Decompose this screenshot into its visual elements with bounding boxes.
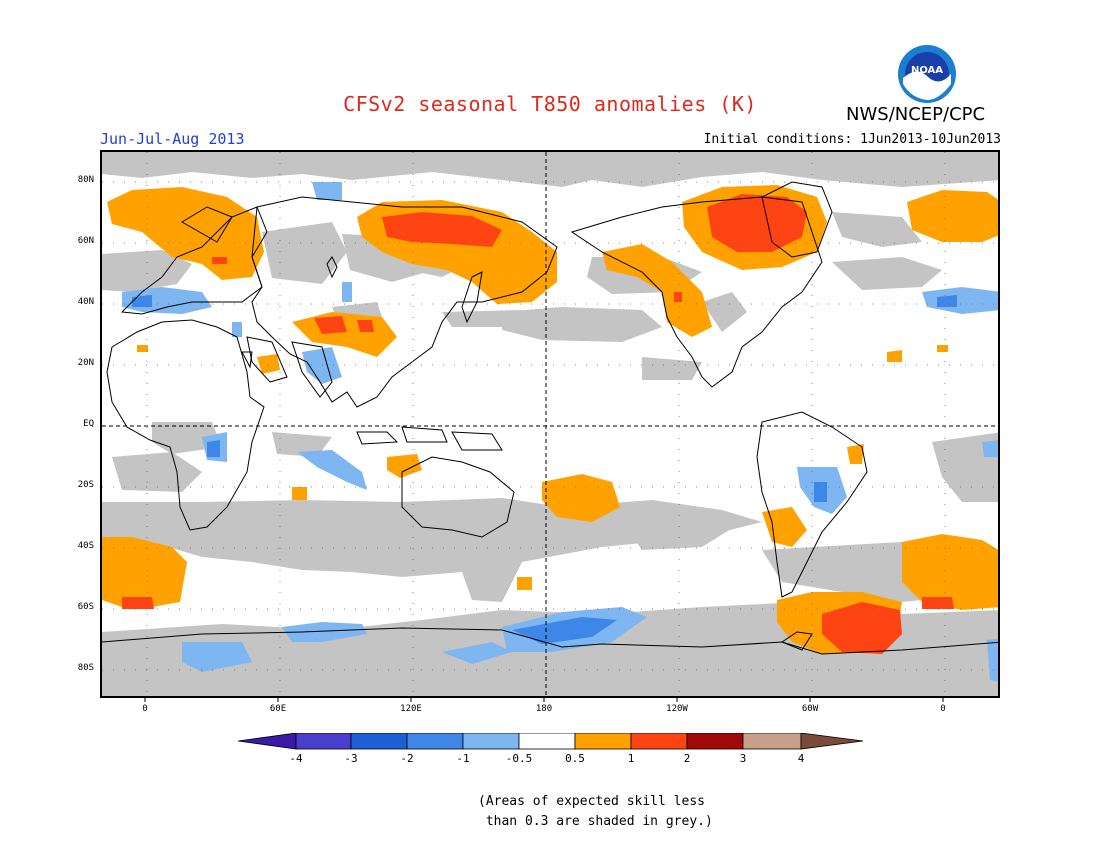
logo-text: NOAA bbox=[911, 65, 943, 76]
colorbar-label: -3 bbox=[344, 752, 358, 765]
lat-label-80s: 80S bbox=[77, 663, 94, 673]
colorbar-label: -1 bbox=[456, 752, 470, 765]
lon-label-60w: 60W bbox=[801, 704, 819, 714]
lon-label-180: 180 bbox=[535, 704, 553, 714]
lon-label-60e: 60E bbox=[269, 704, 287, 714]
lat-label-20n: 20N bbox=[77, 358, 94, 368]
colorbar-label: 0.5 bbox=[565, 752, 585, 765]
lat-label-40n: 40N bbox=[77, 297, 94, 307]
colorbar-bin bbox=[630, 733, 688, 750]
equator-dateline bbox=[102, 152, 998, 696]
lon-label-120e: 120E bbox=[400, 704, 422, 714]
lat-label-60s: 60S bbox=[77, 602, 94, 612]
coastlines bbox=[102, 181, 998, 655]
chart-title: CFSv2 seasonal T850 anomalies (K) bbox=[343, 92, 757, 116]
lon-label-120w: 120W bbox=[666, 704, 688, 714]
lon-label-0-east: 0 bbox=[940, 704, 946, 714]
colorbar-label: 4 bbox=[797, 752, 805, 765]
lat-label-60n: 60N bbox=[77, 236, 94, 246]
colorbar-label: 2 bbox=[683, 752, 691, 765]
colorbar-label: -4 bbox=[289, 752, 303, 765]
season-label: Jun-Jul-Aug 2013 bbox=[100, 130, 245, 148]
lon-label-0: 0 bbox=[142, 704, 148, 714]
colorbar-arrow-left bbox=[238, 733, 297, 750]
colorbar-bin bbox=[686, 733, 744, 750]
colorbar-bin bbox=[295, 733, 352, 750]
noaa-logo: NOAA bbox=[898, 45, 956, 103]
anomaly-map bbox=[100, 150, 1000, 698]
lat-label-20s: 20S bbox=[77, 480, 94, 490]
low-skill-shading bbox=[102, 152, 998, 696]
colorbar-bin bbox=[462, 733, 520, 750]
colorbar-label: -0.5 bbox=[505, 752, 533, 765]
colorbar-label: 3 bbox=[739, 752, 747, 765]
colorbar-arrow-right bbox=[800, 733, 864, 750]
colorbar-bin bbox=[406, 733, 464, 750]
lat-label-eq: EQ bbox=[83, 419, 94, 429]
colorbar-bin bbox=[350, 733, 408, 750]
initial-conditions-label: Initial conditions: 1Jun2013-10Jun2013 bbox=[703, 132, 1001, 147]
colorbar-label: 1 bbox=[627, 752, 635, 765]
colorbar-bin bbox=[518, 733, 576, 750]
colorbar-bin bbox=[574, 733, 632, 750]
map-canvas bbox=[102, 152, 998, 696]
colorbar bbox=[238, 733, 864, 750]
colorbar-label: -2 bbox=[400, 752, 414, 765]
warm-anomaly-0p5-1 bbox=[102, 185, 998, 654]
lat-label-80n: 80N bbox=[77, 175, 94, 185]
colorbar-bin bbox=[742, 733, 802, 750]
warm-anomaly-1-2 bbox=[122, 194, 954, 654]
organization-label: NWS/NCEP/CPC bbox=[846, 104, 986, 125]
skill-footnote: (Areas of expected skill less than 0.3 a… bbox=[478, 794, 713, 829]
lat-label-40s: 40S bbox=[77, 541, 94, 551]
